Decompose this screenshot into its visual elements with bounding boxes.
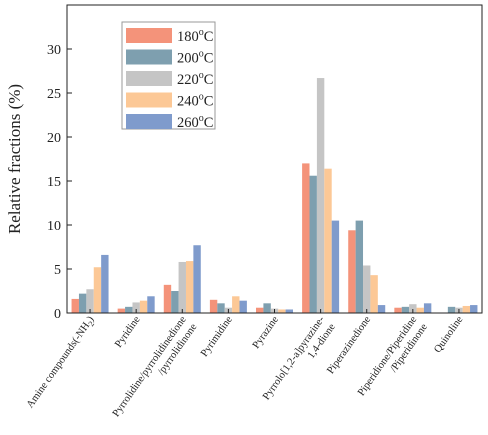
x-tick-label: Piperazinedione	[325, 314, 373, 376]
x-axis-ticks	[89, 309, 460, 313]
bar-200-cat-7	[401, 306, 410, 313]
bar-240-cat-0	[93, 267, 102, 313]
y-tick-label: 20	[47, 131, 61, 146]
bar-220-cat-1	[132, 302, 140, 313]
x-tick-label: Amine compounds(-NH2)	[25, 314, 99, 411]
bar-200-cat-1	[125, 306, 133, 313]
bar-180-cat-7	[394, 307, 402, 313]
bar-260-cat-3	[239, 300, 247, 313]
bar-220-cat-0	[86, 289, 94, 313]
bar-220-cat-2	[178, 261, 186, 313]
bar-240-cat-2	[185, 261, 194, 313]
bar-260-cat-4	[285, 309, 293, 313]
bar-200-cat-0	[78, 293, 87, 313]
bar-200-cat-4	[263, 303, 271, 313]
x-axis-tick-labels: Amine compounds(-NH2) PyridinePyrrolidine…	[25, 314, 466, 419]
bar-240-cat-4	[278, 309, 286, 313]
bar-240-cat-7	[416, 307, 424, 313]
bar-180-cat-4	[256, 307, 264, 313]
legend: 180oC 200oC 220oC 240oC 260oC	[121, 21, 216, 131]
legend-label-260: 260oC	[177, 113, 213, 131]
bar-240-cat-6	[370, 275, 378, 313]
bar-180-cat-1	[117, 308, 126, 313]
bar-240-cat-8	[462, 305, 471, 313]
bar-200-cat-6	[355, 220, 364, 313]
legend-label-200: 200oC	[177, 49, 213, 67]
bar-180-cat-2	[163, 284, 172, 313]
bar-200-cat-2	[171, 291, 179, 313]
legend-label-240: 240oC	[177, 92, 213, 110]
bar-180-cat-5	[302, 163, 310, 313]
bar-180-cat-3	[209, 299, 218, 313]
bar-260-cat-6	[377, 305, 386, 313]
y-tick-label: 5	[54, 263, 61, 278]
bar-180-cat-6	[348, 230, 356, 313]
bar-200-cat-3	[217, 303, 225, 313]
bar-260-cat-7	[423, 303, 432, 313]
y-tick-label: 0	[54, 307, 61, 322]
legend-swatch-180	[126, 28, 172, 43]
bar-240-cat-5	[324, 168, 332, 313]
bar-200-cat-5	[309, 175, 317, 313]
legend-swatch-220	[126, 71, 172, 86]
bar-240-cat-1	[139, 300, 148, 313]
x-tick-label: Quinoline	[432, 314, 465, 355]
legend-swatch-200	[126, 49, 172, 65]
legend-swatch-240	[126, 92, 172, 108]
y-tick-label: 30	[47, 43, 61, 58]
bar-220-cat-7	[409, 304, 417, 313]
x-tick-label: Pyrazine	[251, 314, 281, 351]
y-axis-title: Relative fractions (%)	[5, 84, 24, 234]
y-axis-ticks: 0 5 10 15 20 25 30	[47, 43, 72, 322]
x-tick-label: Pyrimidine	[199, 314, 235, 359]
bar-220-cat-6	[363, 265, 371, 313]
legend-swatch-260	[126, 114, 172, 129]
bar-260-cat-2	[193, 245, 201, 313]
bar-240-cat-3	[232, 296, 240, 313]
bar-260-cat-1	[147, 296, 155, 313]
y-tick-label: 15	[47, 175, 61, 190]
bar-180-cat-0	[71, 298, 79, 313]
y-tick-label: 10	[47, 219, 61, 234]
bar-260-cat-8	[470, 305, 478, 313]
bars-group	[71, 78, 478, 313]
x-tick-label: Pyridine	[113, 314, 143, 350]
bar-220-cat-5	[316, 78, 325, 313]
bar-260-cat-5	[331, 220, 340, 313]
bar-200-cat-8	[447, 306, 456, 313]
bar-260-cat-0	[101, 254, 109, 313]
legend-label-220: 220oC	[177, 70, 213, 88]
legend-label-180: 180oC	[177, 27, 213, 45]
y-tick-label: 25	[47, 87, 61, 102]
